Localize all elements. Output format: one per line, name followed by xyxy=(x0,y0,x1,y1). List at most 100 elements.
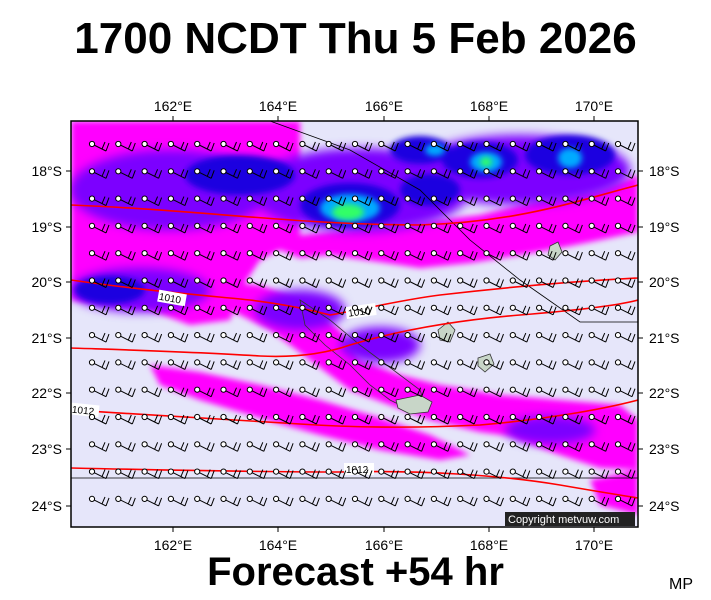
wind-barb xyxy=(141,277,163,288)
wind-barb xyxy=(614,359,636,370)
rain-extreme-layer xyxy=(332,157,492,220)
wind-barb xyxy=(167,277,189,288)
wind-barb xyxy=(194,222,215,234)
wind-barb xyxy=(378,140,399,152)
wind-barb xyxy=(378,304,399,316)
wind-barb xyxy=(351,140,373,152)
wind-barb xyxy=(351,168,373,179)
wind-barb xyxy=(457,332,478,343)
wind-barb xyxy=(141,468,163,480)
wind-barb xyxy=(562,441,583,452)
wind-barb xyxy=(167,359,189,370)
isobar-label: 1010 xyxy=(158,292,182,307)
wind-barb xyxy=(509,359,531,370)
wind-barb xyxy=(378,195,399,207)
wind-barb xyxy=(115,222,136,234)
wind-barb xyxy=(115,250,136,261)
forecast-label: Forecast +54 hr xyxy=(207,550,504,594)
wind-barb xyxy=(430,250,452,261)
lon-tick-label: 168°E xyxy=(470,98,508,114)
wind-barb xyxy=(325,277,347,288)
wind-barb xyxy=(246,332,268,343)
wind-barb xyxy=(325,304,347,316)
wind-barb xyxy=(246,222,268,234)
wind-barb xyxy=(588,413,610,425)
wind-barb xyxy=(220,441,241,452)
wind-barb xyxy=(614,332,636,343)
wind-barb xyxy=(246,495,268,507)
wind-barb xyxy=(430,441,452,452)
wind-barb xyxy=(88,168,110,179)
wind-barb xyxy=(404,386,426,398)
wind-barb xyxy=(483,386,504,398)
wind-barb xyxy=(430,168,452,179)
wind-barb xyxy=(194,441,215,452)
wind-barb xyxy=(299,277,320,288)
wind-barb xyxy=(325,332,347,343)
wind-barb xyxy=(220,250,241,261)
wind-barb xyxy=(536,140,557,152)
islands xyxy=(299,241,563,415)
wind-barb xyxy=(536,468,557,480)
wind-barb xyxy=(457,250,478,261)
wind-barb xyxy=(588,195,610,207)
wind-barb xyxy=(509,304,531,316)
wind-barb xyxy=(115,195,136,207)
wind-barb xyxy=(404,168,426,179)
lat-tick-label: 19°S xyxy=(31,219,62,235)
wind-barb xyxy=(562,195,583,207)
wind-barb xyxy=(614,468,636,480)
wind-barb xyxy=(273,468,294,480)
wind-barb xyxy=(273,495,294,507)
wind-barb xyxy=(141,222,163,234)
wind-barb xyxy=(430,304,452,316)
lon-tick-label: 170°E xyxy=(575,98,613,114)
wind-barb xyxy=(483,332,504,343)
wind-barb xyxy=(141,495,163,507)
wind-barb xyxy=(562,168,583,179)
wind-barb xyxy=(273,222,294,234)
wind-barb xyxy=(614,195,636,207)
lat-tick-label: 24°S xyxy=(649,498,680,514)
wind-barb xyxy=(614,304,636,316)
wind-barb xyxy=(299,195,320,207)
wind-barb xyxy=(430,140,452,152)
wind-barb xyxy=(194,386,215,398)
wind-barb xyxy=(167,304,189,316)
wind-barb xyxy=(115,386,136,398)
wind-barb xyxy=(299,441,320,452)
wind-barb xyxy=(351,495,373,507)
wind-barb xyxy=(351,468,373,480)
lon-tick-label: 168°E xyxy=(470,537,508,553)
wind-barb xyxy=(273,441,294,452)
wind-barb xyxy=(483,140,504,152)
wind-barb xyxy=(509,386,531,398)
wind-barb xyxy=(194,168,215,179)
wind-barb xyxy=(115,277,136,288)
wind-barb xyxy=(536,332,557,343)
wind-barb xyxy=(246,468,268,480)
wind-barb xyxy=(536,386,557,398)
lat-tick-label: 18°S xyxy=(649,163,680,179)
wind-barb xyxy=(115,495,136,507)
wind-barb xyxy=(194,195,215,207)
lat-tick-label: 20°S xyxy=(649,274,680,290)
lon-tick-label: 162°E xyxy=(154,98,192,114)
wind-barb xyxy=(509,332,531,343)
wind-barb xyxy=(167,441,189,452)
wind-barb xyxy=(273,168,294,179)
wind-barb xyxy=(378,468,399,480)
wind-barb xyxy=(194,359,215,370)
wind-barb xyxy=(273,277,294,288)
wind-barb xyxy=(299,168,320,179)
wind-barb xyxy=(88,468,110,480)
wind-barb xyxy=(141,441,163,452)
wind-barb xyxy=(430,495,452,507)
wind-barb xyxy=(246,359,268,370)
wind-barb xyxy=(430,195,452,207)
wind-barb xyxy=(614,413,636,425)
wind-barb xyxy=(220,332,241,343)
wind-barb xyxy=(88,222,110,234)
wind-barb xyxy=(220,468,241,480)
wind-barb xyxy=(378,168,399,179)
